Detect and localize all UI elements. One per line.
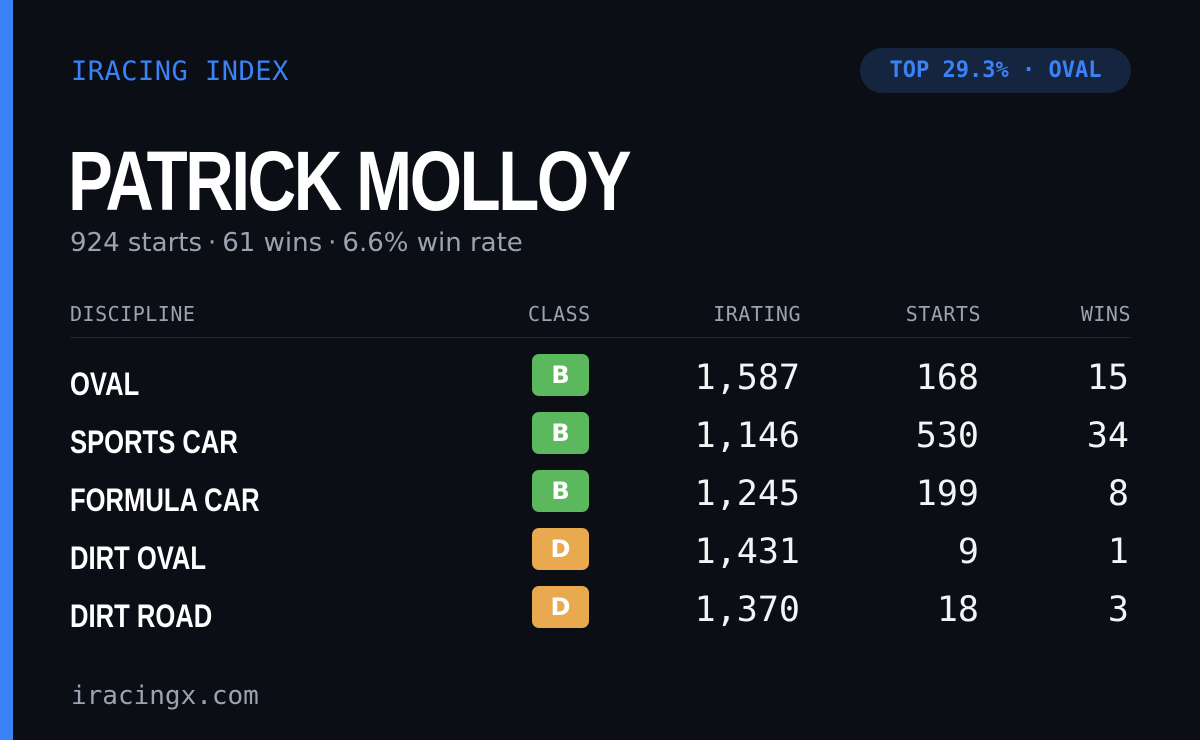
- win-rate-summary: 6.6% win rate: [342, 228, 523, 258]
- class-badge: B: [532, 412, 589, 454]
- irating-value: 1,370: [694, 590, 800, 630]
- brand-label: IRACING INDEX: [71, 56, 289, 87]
- header-irating: IRATING: [713, 302, 801, 326]
- wins-summary: 61 wins: [222, 228, 323, 258]
- starts-value: 168: [915, 358, 979, 398]
- accent-bar: [0, 0, 13, 740]
- irating-value: 1,245: [694, 474, 800, 514]
- class-badge: B: [532, 354, 589, 396]
- wins-value: 8: [1107, 474, 1129, 514]
- header-discipline: DISCIPLINE: [70, 302, 196, 326]
- driver-summary: 924 starts · 61 wins · 6.6% win rate: [70, 228, 523, 258]
- table-row: DIRT ROAD D 1,370 18 3: [70, 586, 1131, 644]
- discipline-name: DIRT OVAL: [70, 540, 207, 576]
- class-badge: D: [532, 528, 589, 570]
- table-row: FORMULA CAR B 1,245 199 8: [70, 470, 1131, 528]
- table-row: DIRT OVAL D 1,431 9 1: [70, 528, 1131, 586]
- footer-url[interactable]: iracingx.com: [71, 681, 259, 711]
- discipline-name: OVAL: [70, 366, 140, 402]
- table-header: DISCIPLINE CLASS IRATING STARTS WINS: [70, 298, 1131, 338]
- class-badge: B: [532, 470, 589, 512]
- irating-value: 1,431: [694, 532, 800, 572]
- starts-value: 18: [936, 590, 979, 630]
- class-badge: D: [532, 586, 589, 628]
- table-row: OVAL B 1,587 168 15: [70, 354, 1131, 412]
- driver-name: PATRICK MOLLOY: [68, 134, 632, 228]
- rank-pill: TOP 29.3% · OVAL: [860, 48, 1131, 93]
- wins-value: 3: [1107, 590, 1129, 630]
- starts-value: 530: [915, 416, 979, 456]
- discipline-table: DISCIPLINE CLASS IRATING STARTS WINS OVA…: [70, 298, 1131, 644]
- starts-summary: 924 starts: [70, 228, 202, 258]
- discipline-name: SPORTS CAR: [70, 424, 238, 460]
- starts-value: 9: [957, 532, 979, 572]
- irating-value: 1,146: [694, 416, 800, 456]
- wins-value: 34: [1086, 416, 1129, 456]
- irating-value: 1,587: [694, 358, 800, 398]
- wins-value: 15: [1086, 358, 1129, 398]
- discipline-name: DIRT ROAD: [70, 598, 213, 634]
- header-class: CLASS: [528, 302, 591, 326]
- discipline-name: FORMULA CAR: [70, 482, 260, 518]
- separator-dot: ·: [208, 228, 217, 258]
- wins-value: 1: [1107, 532, 1129, 572]
- header-wins: WINS: [1080, 302, 1131, 326]
- table-row: SPORTS CAR B 1,146 530 34: [70, 412, 1131, 470]
- header-starts: STARTS: [905, 302, 981, 326]
- separator-dot: ·: [328, 228, 337, 258]
- starts-value: 199: [915, 474, 979, 514]
- table-body: OVAL B 1,587 168 15 SPORTS CAR B 1,146 5…: [70, 354, 1131, 644]
